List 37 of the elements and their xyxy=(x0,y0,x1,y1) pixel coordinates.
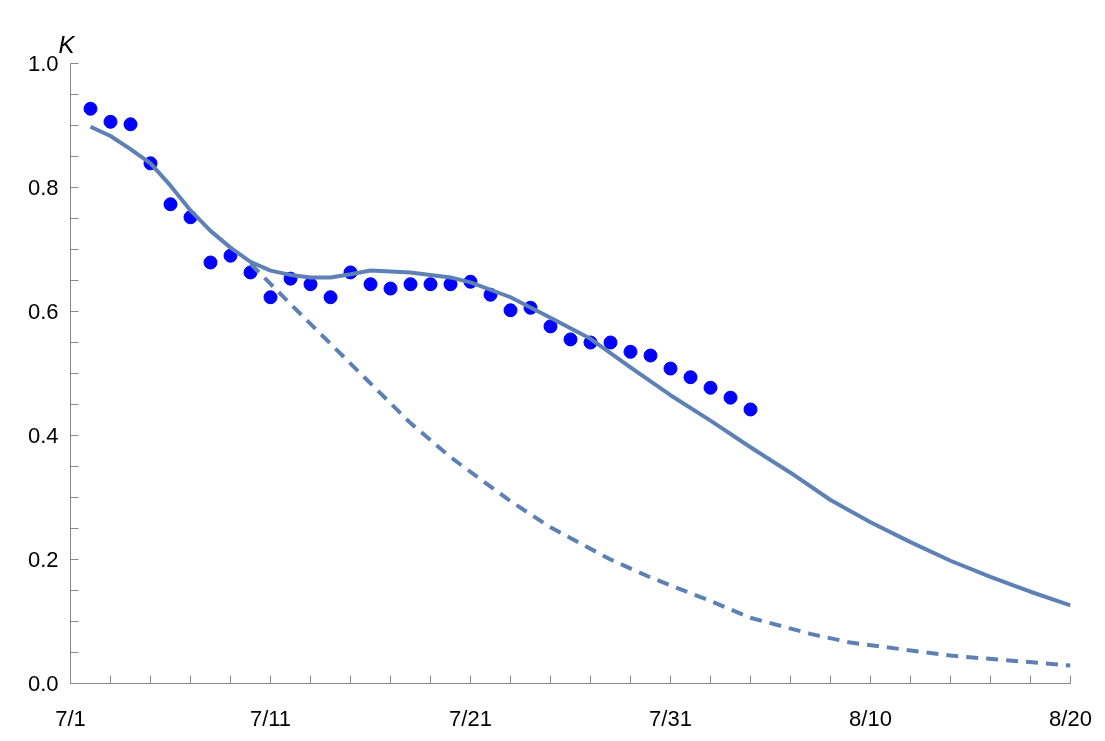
point xyxy=(723,390,738,405)
x-tick-label: 7/1 xyxy=(55,705,86,731)
point xyxy=(203,255,218,270)
point xyxy=(123,117,138,132)
point xyxy=(503,303,518,318)
point xyxy=(663,361,678,376)
point xyxy=(403,277,418,292)
point xyxy=(443,277,458,292)
point xyxy=(743,402,758,417)
point xyxy=(563,332,578,347)
point xyxy=(263,290,278,305)
point xyxy=(623,344,638,359)
x-tick-label: 8/20 xyxy=(1049,705,1092,731)
x-tick-label: 8/10 xyxy=(849,705,892,731)
y-tick-label: 0.4 xyxy=(27,423,59,448)
y-tick-label: 0.0 xyxy=(27,671,59,696)
point xyxy=(543,319,558,334)
y-tick-label: 0.6 xyxy=(27,299,59,324)
y-tick-label: 0.2 xyxy=(27,547,59,572)
point xyxy=(703,380,718,395)
y-tick-label: 0.8 xyxy=(27,175,59,200)
x-tick-label: 7/11 xyxy=(249,705,292,731)
point xyxy=(303,277,318,292)
point xyxy=(683,370,698,385)
x-tick-label: 7/31 xyxy=(649,705,692,731)
point xyxy=(423,277,438,292)
x-tick-label: 7/21 xyxy=(449,705,492,731)
point xyxy=(103,114,118,129)
point xyxy=(83,101,98,116)
point xyxy=(383,281,398,296)
y-axis-title: K xyxy=(58,30,76,58)
point xyxy=(163,197,178,212)
point xyxy=(323,290,338,305)
point xyxy=(363,277,378,292)
point xyxy=(643,348,658,363)
point xyxy=(603,335,618,350)
y-tick-label: 1.0 xyxy=(27,51,59,76)
